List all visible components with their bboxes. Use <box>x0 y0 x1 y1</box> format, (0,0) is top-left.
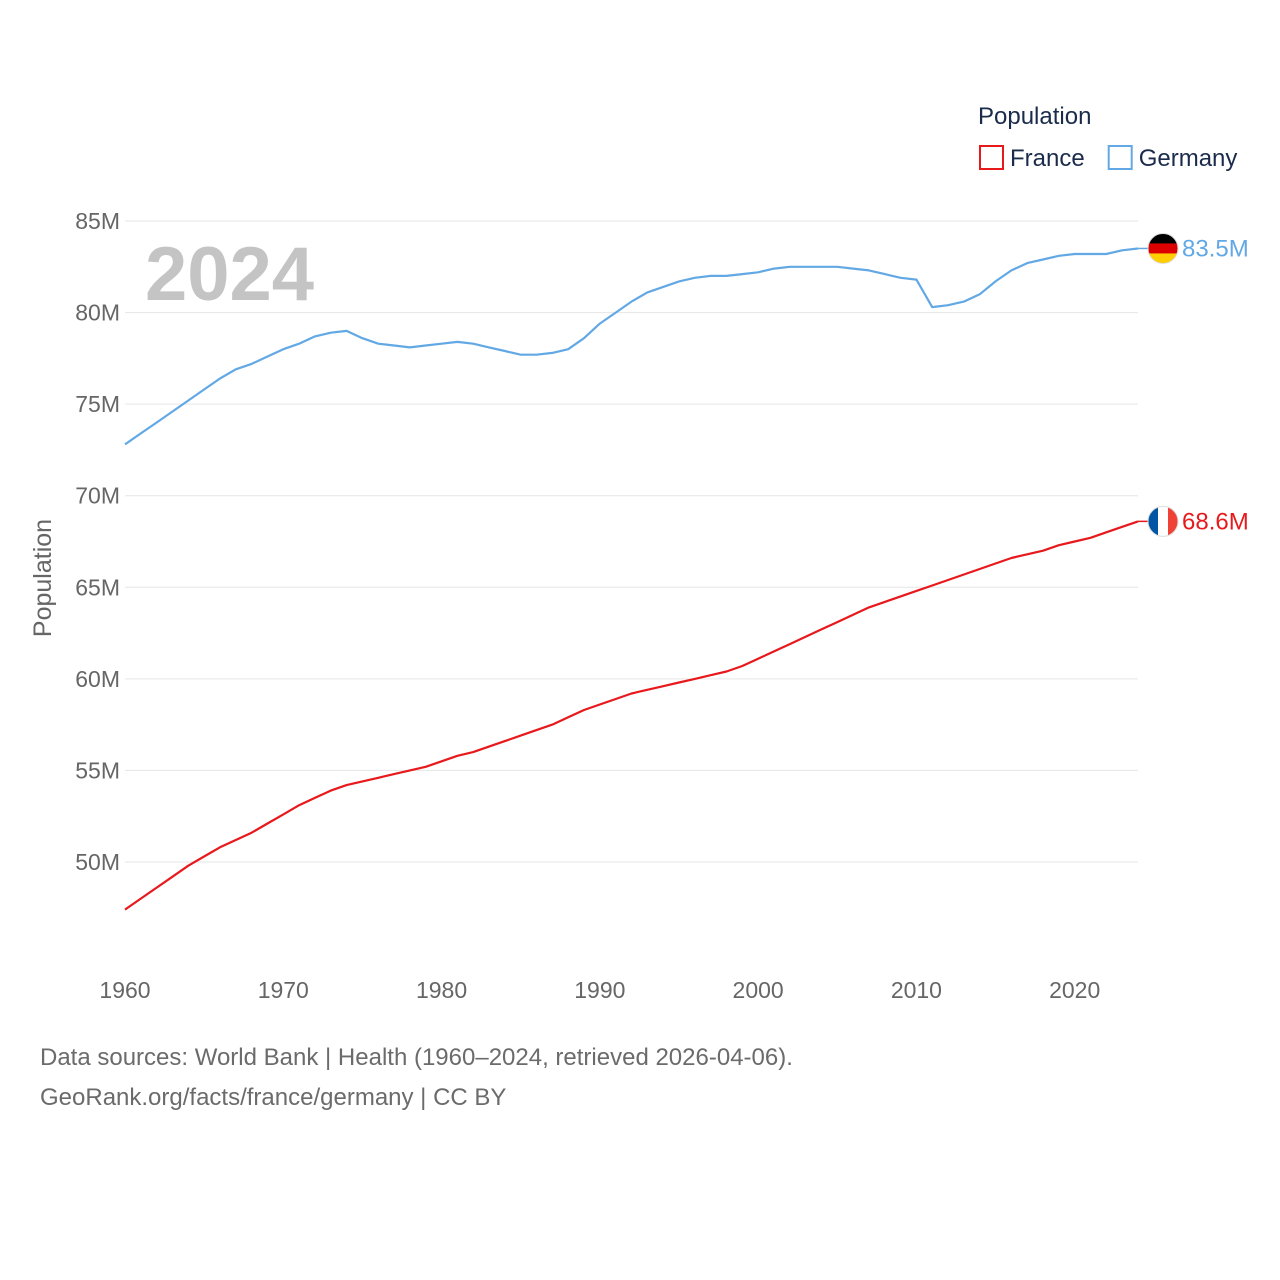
x-tick-label: 1990 <box>574 977 625 1003</box>
legend-label: France <box>1010 145 1085 172</box>
x-tick-label: 1970 <box>258 977 309 1003</box>
year-watermark: 2024 <box>145 232 314 317</box>
germany-flag-icon <box>1147 232 1179 264</box>
line-chart: 50M 55M 60M 65M 70M 75M 80M 85M 1960 1970 1980 199… <box>29 103 1249 1003</box>
x-tick-label: 1980 <box>416 977 467 1003</box>
y-axis-ticks: 50M 55M 60M 65M 70M 75M 80M 85M <box>75 208 120 875</box>
y-tick-label: 65M <box>75 574 120 600</box>
x-tick-label: 2010 <box>891 977 942 1003</box>
legend-swatch <box>1107 145 1133 170</box>
legend-label: Germany <box>1139 145 1238 172</box>
x-tick-label: 2020 <box>1049 977 1100 1003</box>
x-tick-label: 2000 <box>733 977 784 1003</box>
y-tick-label: 80M <box>75 300 120 326</box>
legend-swatch <box>979 145 1004 170</box>
source-url[interactable]: GeoRank.org/facts/france/germany | CC BY <box>40 1084 507 1111</box>
france-flag-icon <box>1147 505 1179 537</box>
legend-item-france[interactable]: France <box>979 145 1085 172</box>
legend: Population France Germany <box>978 103 1237 172</box>
y-tick-label: 60M <box>75 666 120 692</box>
grid-lines <box>125 220 1138 863</box>
y-tick-label: 75M <box>75 391 120 417</box>
x-axis-ticks: 1960 1970 1980 1990 2000 2010 2020 <box>99 977 1100 1003</box>
series-line-france <box>124 520 1139 911</box>
y-tick-label: 85M <box>75 208 120 234</box>
y-axis-title: Population <box>29 519 57 637</box>
y-tick-label: 50M <box>75 849 120 875</box>
y-tick-label: 55M <box>75 757 120 783</box>
y-tick-label: 70M <box>75 483 120 509</box>
x-tick-label: 1960 <box>99 977 150 1003</box>
end-value-label-germany: 83.5M <box>1182 235 1249 262</box>
source-note: Data sources: World Bank | Health (1960–… <box>40 1044 793 1071</box>
end-value-label-france: 68.6M <box>1182 508 1249 535</box>
series-lines <box>124 247 1139 911</box>
series-line-germany <box>124 247 1139 446</box>
legend-title: Population <box>978 103 1091 130</box>
legend-item-germany[interactable]: Germany <box>1107 145 1238 172</box>
end-labels: 68.6M 83.5M <box>1138 232 1249 537</box>
